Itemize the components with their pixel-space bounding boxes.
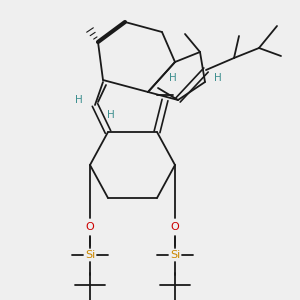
Text: Si: Si [170,250,180,260]
Text: H: H [214,73,222,83]
Text: Si: Si [85,250,95,260]
Text: H: H [169,73,177,83]
Text: O: O [85,222,94,232]
Text: H: H [107,110,115,120]
Text: H: H [75,95,83,105]
Text: O: O [171,222,179,232]
